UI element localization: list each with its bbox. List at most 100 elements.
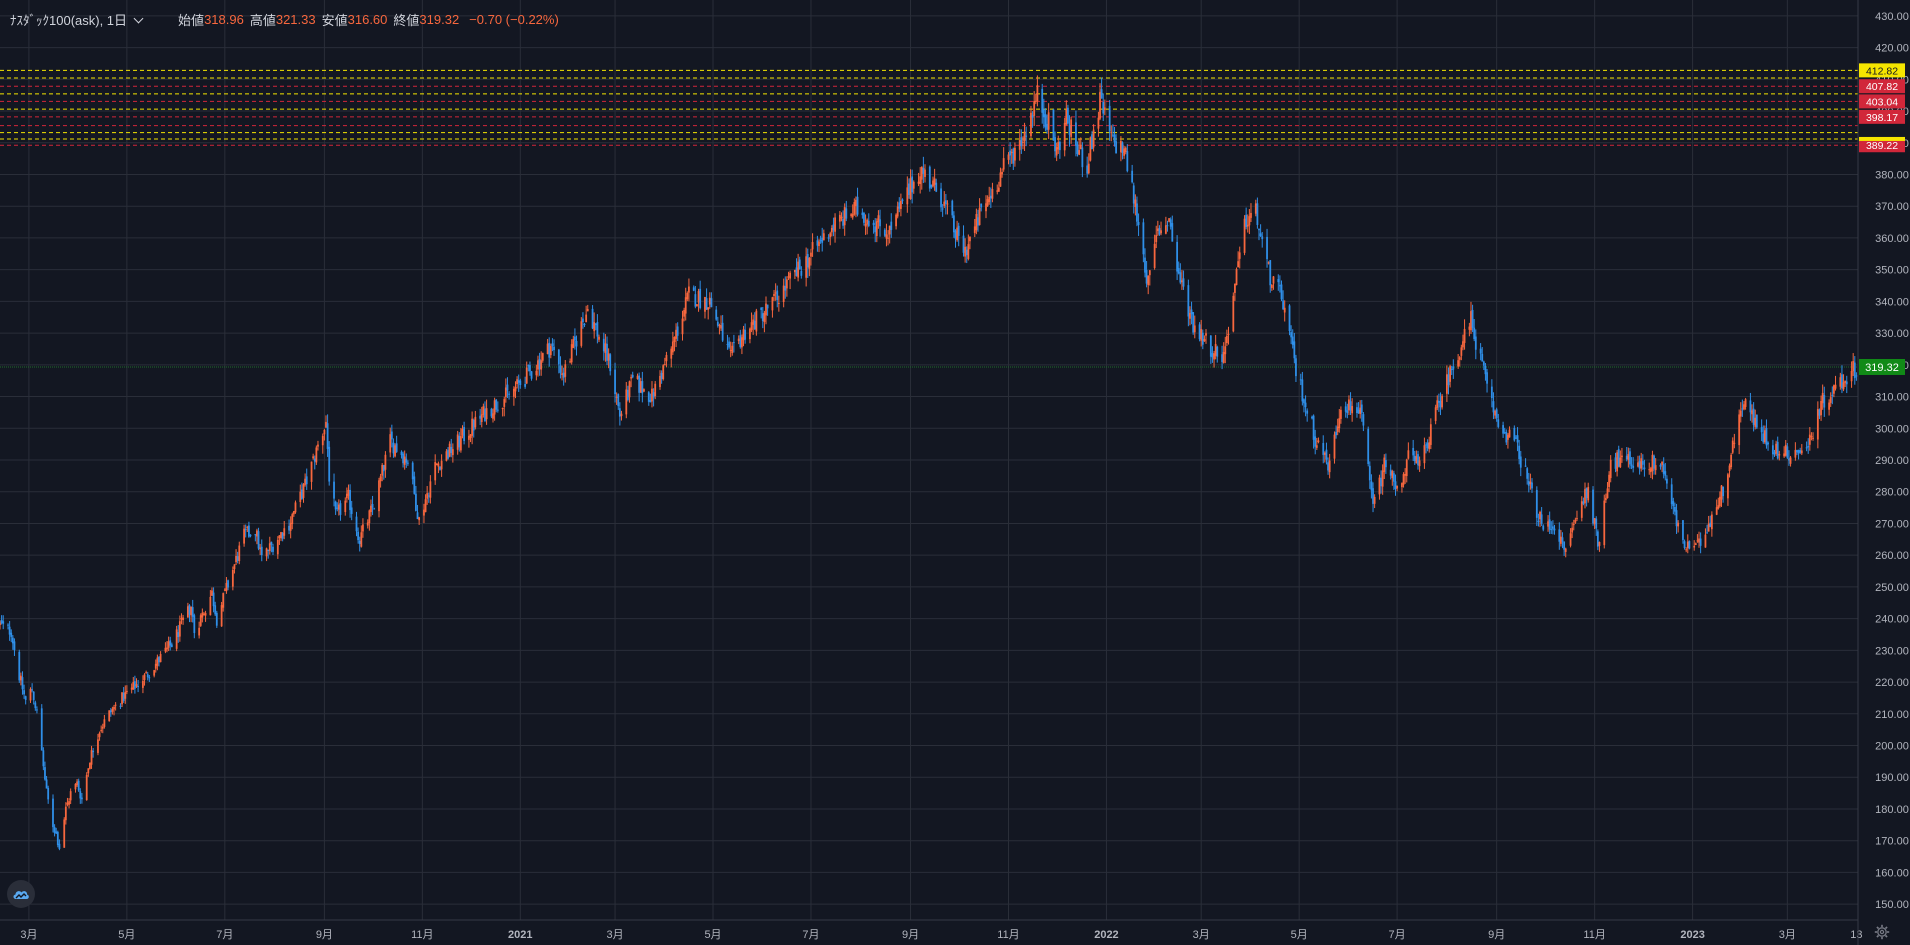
- candle-body: [753, 320, 756, 330]
- y-tick-label: 280.00: [1875, 487, 1909, 499]
- candle-body: [34, 702, 37, 709]
- candle-body: [1842, 382, 1845, 390]
- candle-body: [1649, 468, 1652, 473]
- candle-body: [639, 381, 642, 393]
- y-tick-label: 300.00: [1875, 423, 1909, 435]
- candle-body: [922, 168, 925, 174]
- candle-body: [1674, 506, 1676, 512]
- candle-body: [1234, 283, 1236, 293]
- candle-body: [1232, 295, 1235, 332]
- candle-body: [145, 672, 148, 674]
- candle-body: [1235, 269, 1238, 286]
- x-tick-label: 2022: [1094, 929, 1118, 941]
- level-badge: [1859, 63, 1905, 78]
- candle-body: [1462, 341, 1464, 348]
- candle-body: [1100, 89, 1103, 99]
- candle-body: [272, 546, 274, 552]
- y-tick-label: 160.00: [1875, 867, 1909, 879]
- candle-body: [716, 321, 719, 326]
- candle-body: [1437, 400, 1440, 403]
- candle-body: [1222, 351, 1225, 363]
- candle-body: [1295, 358, 1297, 377]
- candle-body: [1158, 228, 1161, 235]
- candle-body: [1738, 414, 1741, 446]
- candle-body: [586, 309, 589, 312]
- candle-body: [1619, 457, 1622, 468]
- candle-body: [1120, 140, 1122, 153]
- candle-body: [227, 580, 229, 588]
- candle-body: [749, 328, 751, 340]
- candle-body: [1058, 141, 1061, 151]
- candle-body: [109, 710, 112, 713]
- candle-body: [182, 617, 184, 620]
- candle-body: [524, 384, 527, 387]
- candle-body: [1046, 123, 1048, 130]
- candle-body: [1447, 374, 1450, 386]
- candle-body: [675, 329, 677, 339]
- candle-body: [529, 365, 531, 372]
- candle-body: [1278, 285, 1281, 287]
- candle-body: [654, 383, 657, 397]
- candle-body: [445, 451, 448, 461]
- candle-body: [1709, 522, 1712, 527]
- candle-body: [1349, 401, 1352, 411]
- candle-body: [281, 533, 284, 539]
- cloud-logo-icon[interactable]: [7, 880, 35, 908]
- candle-body: [765, 303, 767, 316]
- candle-body: [1730, 454, 1733, 468]
- candle-body: [437, 463, 440, 467]
- candle-body: [362, 524, 364, 532]
- candle-body: [328, 446, 331, 482]
- candle-body: [1351, 406, 1354, 414]
- candle-body: [97, 739, 99, 753]
- candle-body: [1752, 408, 1755, 425]
- candle-body: [461, 428, 464, 436]
- candle-body: [429, 481, 432, 498]
- candle-body: [1479, 348, 1482, 354]
- candle-body: [1449, 366, 1452, 382]
- candle-body: [697, 291, 700, 303]
- candle-body: [1494, 411, 1496, 416]
- candle-body: [1041, 88, 1044, 113]
- candle-body: [74, 783, 77, 790]
- chevron-down-icon[interactable]: [133, 13, 144, 23]
- candle-body: [132, 681, 135, 690]
- candle-body: [1097, 117, 1100, 129]
- candle-body: [403, 456, 406, 465]
- candle-body: [570, 344, 573, 363]
- candle-body: [459, 436, 462, 451]
- candle-body: [1852, 361, 1855, 372]
- candle-body: [135, 684, 138, 687]
- y-tick-label: 430.00: [1875, 11, 1909, 23]
- candle-body: [1515, 437, 1517, 439]
- level-label: 407.82: [1866, 81, 1898, 93]
- candle-body: [1378, 477, 1381, 495]
- candle-body: [325, 421, 327, 428]
- x-tick-label: 7月: [216, 929, 233, 941]
- candle-body: [259, 547, 262, 550]
- candle-body: [1373, 496, 1376, 504]
- y-tick-label: 340.00: [1875, 296, 1909, 308]
- candle-body: [169, 640, 172, 646]
- candle-body: [1423, 445, 1426, 464]
- candle-body: [1259, 233, 1262, 237]
- candle-body: [850, 214, 853, 216]
- candle-body: [1685, 549, 1688, 551]
- gear-icon[interactable]: [1874, 924, 1890, 940]
- y-tick-label: 270.00: [1875, 518, 1909, 530]
- candle-body: [1155, 235, 1158, 243]
- candle-body: [1282, 300, 1284, 310]
- candle-body: [1797, 449, 1800, 454]
- candle-body: [1784, 444, 1787, 456]
- candle-body: [225, 582, 228, 592]
- candle-body: [1372, 488, 1374, 504]
- symbol-label[interactable]: ﾅｽﾀﾞｯｸ100(ask), 1日: [10, 13, 128, 28]
- candle-body: [829, 233, 832, 238]
- candle-body: [1775, 443, 1778, 454]
- x-tick-label: 5月: [118, 929, 135, 941]
- candles: [0, 75, 1858, 851]
- candle-body: [1715, 507, 1718, 515]
- candle-body: [1418, 460, 1421, 467]
